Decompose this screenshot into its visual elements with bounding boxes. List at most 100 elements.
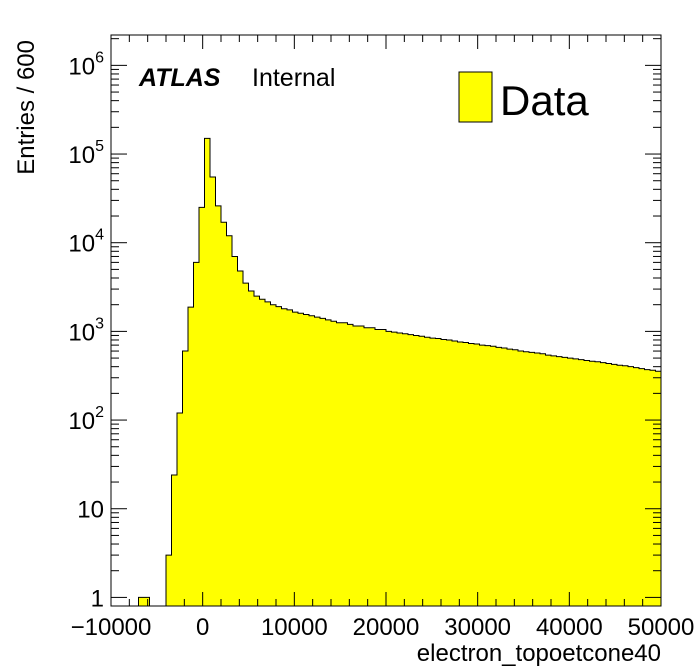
histogram-bar — [490, 346, 496, 606]
histogram-bar — [298, 313, 304, 606]
histogram-bar — [364, 327, 370, 606]
histogram-bar — [287, 309, 293, 606]
x-tick-label: 50000 — [628, 614, 695, 641]
histogram-bar — [446, 339, 452, 606]
histogram-bar — [595, 361, 601, 606]
histogram-bar — [545, 355, 551, 606]
legend-swatch — [458, 71, 493, 123]
histogram-bar — [424, 337, 430, 606]
histogram-bar — [551, 355, 557, 606]
histogram-bar — [182, 351, 188, 606]
histogram-bar — [529, 352, 535, 606]
histogram-bar — [644, 369, 650, 606]
y-tick-label: 103 — [68, 315, 104, 346]
histogram-bar — [650, 370, 656, 606]
x-tick-label: −10000 — [71, 614, 152, 641]
x-tick-label: 30000 — [444, 614, 511, 641]
histogram-bar — [452, 340, 458, 606]
histogram-bar — [314, 317, 320, 606]
histogram-bar — [144, 597, 150, 606]
histogram-bar — [463, 342, 469, 606]
histogram-bar — [430, 338, 436, 606]
histogram-bar — [171, 475, 177, 606]
histogram-bar — [589, 361, 595, 606]
histogram-bar — [358, 326, 364, 606]
histogram-bar — [210, 177, 216, 606]
histogram-bar — [254, 296, 260, 606]
histogram-bar — [523, 351, 529, 606]
histogram-bar — [468, 343, 474, 606]
histogram-bar — [633, 367, 639, 606]
histogram-bar — [386, 331, 392, 606]
histogram-bar — [408, 334, 414, 606]
histogram-bar — [215, 205, 221, 606]
histogram-bar — [628, 366, 634, 606]
histogram-bar — [243, 283, 249, 606]
histogram-bar — [221, 222, 227, 606]
histogram-outline — [111, 137, 661, 607]
histogram-bar — [600, 362, 606, 606]
histogram-bar — [265, 301, 271, 606]
legend-label: Data — [500, 77, 589, 124]
histogram-bar — [232, 256, 238, 606]
histogram-bar — [617, 365, 623, 606]
histogram-bar — [474, 344, 480, 606]
histogram-bar — [281, 308, 287, 606]
histogram-bar — [204, 138, 210, 606]
histogram-bar — [435, 338, 441, 606]
histogram-bar — [419, 336, 425, 606]
histogram-bar — [639, 368, 645, 606]
y-tick-label: 1 — [91, 585, 104, 612]
histogram-bar — [413, 335, 419, 606]
histogram-bar — [226, 235, 232, 606]
histogram-bar — [259, 299, 265, 606]
histogram-bar — [380, 329, 386, 606]
histogram-bar — [336, 322, 342, 606]
histogram-bar — [270, 304, 276, 606]
histogram-bar — [325, 319, 331, 606]
histogram-bar — [193, 262, 199, 606]
histogram-bar — [177, 413, 183, 606]
histogram-bar — [540, 353, 546, 606]
histogram-bar — [479, 345, 485, 606]
x-tick-label: 20000 — [353, 614, 420, 641]
histogram-bar — [578, 359, 584, 606]
histogram-bar — [402, 333, 408, 606]
x-tick-label: 40000 — [536, 614, 603, 641]
histogram-bar — [248, 291, 254, 606]
histogram-bar — [457, 341, 463, 606]
histogram-bar — [441, 339, 447, 606]
histogram-bar — [501, 347, 507, 606]
x-axis: −10000 0 10000 20000 30000 40000 50000 — [71, 35, 695, 641]
histogram-bar — [375, 329, 381, 606]
histogram-bar — [188, 307, 194, 606]
histogram-bar — [369, 327, 375, 606]
histogram-bar — [556, 356, 562, 606]
y-tick-label: 10 — [77, 497, 104, 524]
histogram-bars — [111, 137, 661, 607]
histogram-bar — [584, 360, 590, 606]
histogram-bar — [138, 597, 144, 606]
atlas-label: ATLAS — [138, 64, 221, 92]
histogram-bar — [342, 322, 348, 606]
histogram-bar — [237, 270, 243, 606]
histogram-bar — [320, 318, 326, 606]
y-tick-label: 105 — [68, 138, 104, 169]
histogram-bar — [199, 207, 205, 607]
histogram-bar — [562, 357, 568, 606]
histogram-bar — [573, 358, 579, 606]
histogram-bar — [276, 306, 282, 606]
histogram-bar — [353, 326, 359, 606]
histogram-bar — [303, 314, 309, 606]
histogram-bar — [518, 351, 524, 606]
y-tick-label: 104 — [68, 227, 104, 258]
histogram-bar — [166, 555, 172, 606]
y-tick-label: 106 — [68, 49, 104, 80]
histogram-bar — [496, 347, 502, 606]
histogram-bar — [347, 324, 353, 606]
histogram-bar — [622, 365, 628, 606]
histogram-bar — [606, 363, 612, 606]
histogram-bar — [292, 312, 298, 606]
histogram-bar — [397, 332, 403, 606]
